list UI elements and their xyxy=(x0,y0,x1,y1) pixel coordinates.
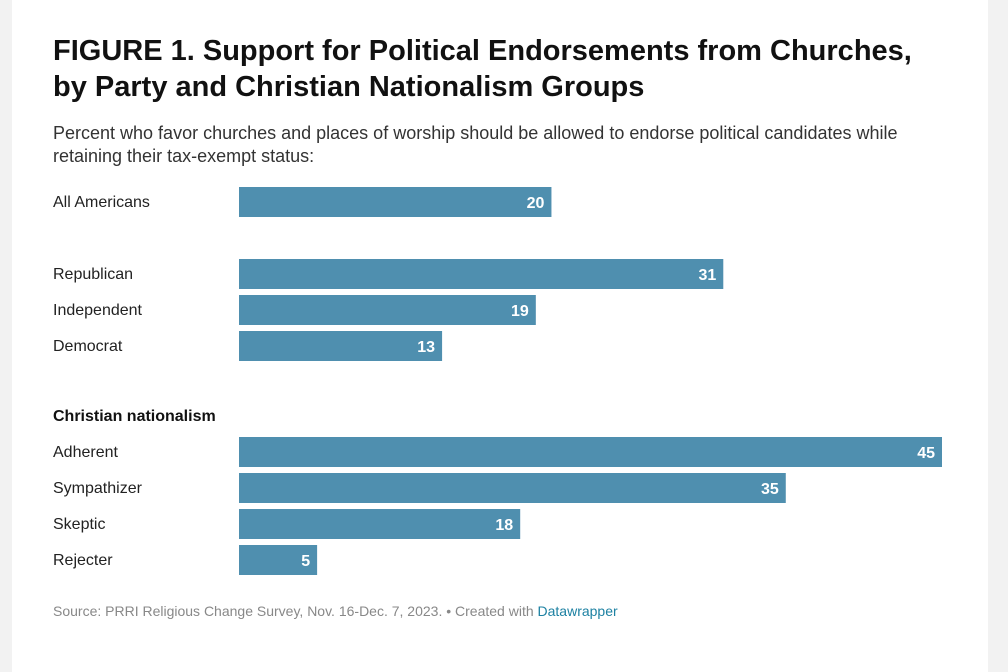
category-label: Sympathizer xyxy=(53,480,143,497)
bar xyxy=(239,259,724,289)
category-label: All Americans xyxy=(53,194,150,211)
bar xyxy=(239,473,786,503)
category-label: Skeptic xyxy=(53,516,105,533)
category-label: Democrat xyxy=(53,338,123,355)
category-label: Republican xyxy=(53,266,133,283)
bar xyxy=(239,295,536,325)
value-label: 19 xyxy=(511,303,529,320)
bar xyxy=(239,331,443,361)
category-label: Independent xyxy=(53,302,143,319)
value-label: 31 xyxy=(698,267,716,284)
bar xyxy=(239,509,521,539)
bar-chart: All Americans 20 Republican 31 Independent 19… xyxy=(53,187,942,575)
chart-subtitle: Percent who favor churches and places of… xyxy=(53,123,898,166)
bar xyxy=(239,437,942,467)
chart-card: FIGURE 1. Support for Political Endorsem… xyxy=(12,0,988,672)
value-label: 20 xyxy=(527,195,545,212)
value-label: 45 xyxy=(917,445,935,462)
source-text: Source: PRRI Religious Change Survey, No… xyxy=(53,603,538,619)
datawrapper-link[interactable]: Datawrapper xyxy=(537,603,618,619)
category-label: Rejecter xyxy=(53,552,113,569)
category-label: Adherent xyxy=(53,444,118,461)
value-label: 13 xyxy=(417,339,435,356)
group-header: Christian nationalism xyxy=(53,408,216,425)
value-label: 35 xyxy=(761,481,779,498)
value-label: 18 xyxy=(495,517,513,534)
source-note: Source: PRRI Religious Change Survey, No… xyxy=(53,603,618,619)
value-label: 5 xyxy=(301,553,310,570)
chart-title: FIGURE 1. Support for Political Endorsem… xyxy=(53,35,912,103)
bar xyxy=(239,545,318,575)
bar xyxy=(239,187,552,217)
